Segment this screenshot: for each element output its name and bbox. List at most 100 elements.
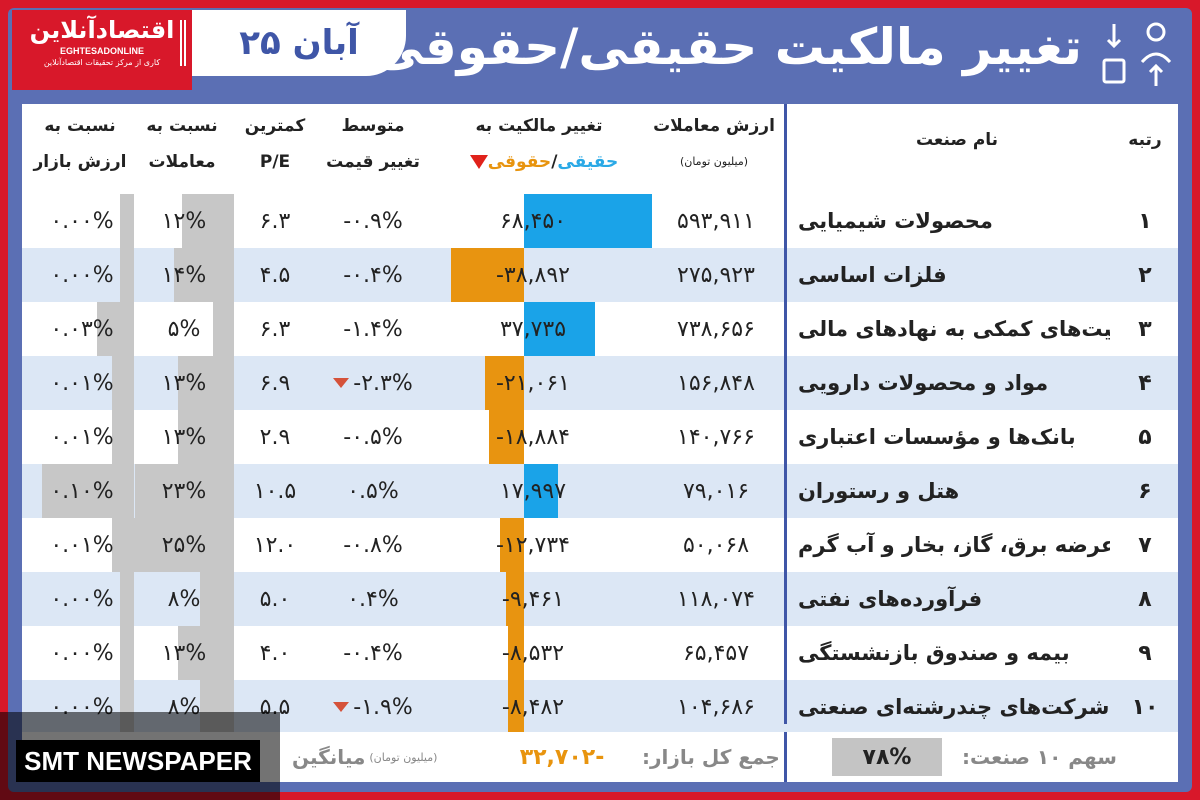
trade-ratio-bar — [135, 464, 234, 518]
industry-name-text: فعالیت‌های کمکی به نهادهای مالی — [798, 317, 1110, 341]
col-price-label: متوسط — [341, 116, 405, 136]
ownership-change-value: -۸,۵۳۲ — [438, 626, 628, 680]
ownership-change-value-text: -۲۱,۰۶۱ — [495, 370, 570, 396]
ownership-change-value: -۱۸,۸۸۴ — [438, 410, 628, 464]
rank-cell: ۱ — [1118, 194, 1172, 248]
ownership-change-value: ۶۸,۴۵۰ — [438, 194, 628, 248]
min-pe-text: ۴.۰ — [259, 640, 291, 666]
ownership-change-bar — [508, 680, 524, 734]
rank-cell-text: ۳ — [1138, 316, 1152, 342]
share-value: ۷۸% — [832, 738, 942, 776]
avg-price-change: ۰.۴% — [318, 572, 428, 626]
avg-price-change-text: -۰.۴% — [343, 640, 403, 666]
ownership-change-value-text: -۳۸,۸۹۲ — [495, 262, 570, 288]
logo: اقتصادآنلاین EGHTESADONLINE کاری از مرکز… — [12, 10, 192, 90]
min-pe-text: ۶.۹ — [259, 370, 291, 396]
table-header: رتبه نام صنعت ارزش معاملات (میلیون تومان… — [22, 104, 1178, 194]
ownership-change-bar — [484, 356, 524, 410]
trade-value-text: ۱۵۶,۸۴۸ — [677, 370, 755, 396]
trade-value-text: ۲۷۵,۹۲۳ — [677, 262, 755, 288]
trade-value: ۱۰۴,۶۸۶ — [652, 680, 780, 734]
trade-value: ۱۵۶,۸۴۸ — [652, 356, 780, 410]
min-pe: ۶.۳ — [232, 302, 318, 356]
col-market: نسبت به ارزش بازار — [28, 108, 132, 180]
share-label: سهم ۱۰ صنعت: — [962, 745, 1117, 769]
trade-ratio-bar — [126, 518, 234, 572]
market-ratio: ۰.۰۰% — [30, 248, 134, 302]
ownership-change-bar — [524, 194, 652, 248]
market-ratio-text: ۰.۰۰% — [50, 208, 114, 234]
avg-price-change-text: -۰.۴% — [343, 262, 403, 288]
table-row: ۶ هتل و رستوران ۷۹,۰۱۶ ۱۷,۹۹۷ ۰.۵% ۱۰.۵ ۲۳% ۰.۱… — [22, 464, 1178, 518]
avg-price-change-text: -۱.۴% — [343, 316, 403, 342]
trade-ratio-text: ۲۵% — [161, 532, 207, 558]
rank-cell: ۹ — [1118, 626, 1172, 680]
industry-name: هتل و رستوران — [798, 464, 1110, 518]
trade-ratio-text: ۱۴% — [161, 262, 207, 288]
market-ratio-text: ۰.۰۱% — [50, 370, 114, 396]
rank-cell: ۴ — [1118, 356, 1172, 410]
avg-price-change-text: -۲.۳% — [353, 370, 413, 396]
col-rank: رتبه — [1128, 130, 1162, 150]
market-ratio-bar — [120, 194, 134, 248]
rank-cell-text: ۵ — [1138, 424, 1152, 450]
ownership-change-value: ۱۷,۹۹۷ — [438, 464, 628, 518]
min-pe: ۴.۰ — [232, 626, 318, 680]
rank-cell-text: ۶ — [1138, 478, 1152, 504]
industry-name-text: مواد و محصولات دارویی — [798, 371, 1049, 395]
rank-cell-text: ۱ — [1138, 208, 1152, 234]
trade-ratio: ۲۳% — [134, 464, 234, 518]
market-ratio-text: ۰.۱۰% — [50, 478, 114, 504]
date-badge: ۲۵ آبان — [192, 10, 406, 76]
col-price-label2: تغییر قیمت — [326, 152, 420, 172]
ownership-change-value: ۳۷,۷۳۵ — [438, 302, 628, 356]
date-text: ۲۵ آبان — [239, 23, 359, 63]
trade-value-text: ۵۹۳,۹۱۱ — [677, 208, 755, 234]
rank-cell: ۵ — [1118, 410, 1172, 464]
avg-price-change: -۰.۸% — [318, 518, 428, 572]
avg-price-change-text: ۰.۵% — [347, 478, 399, 504]
trade-ratio-bar — [199, 572, 234, 626]
industry-name: بیمه و صندوق بازنشستگی — [798, 626, 1110, 680]
down-arrow-icon — [333, 702, 350, 712]
page-title: تغییر مالکیت حقیقی/حقوقی — [373, 18, 1082, 76]
ownership-change-bar — [451, 248, 524, 302]
trade-ratio-bar — [178, 626, 234, 680]
ownership-change-bar — [506, 572, 524, 626]
header: اقتصادآنلاین EGHTESADONLINE کاری از مرکز… — [8, 8, 1192, 104]
ownership-change-value-text: -۸,۵۳۲ — [501, 640, 565, 666]
col-trade: نسبت به معاملات — [132, 108, 232, 180]
trade-ratio: ۲۵% — [134, 518, 234, 572]
ownership-change-value-text: ۱۷,۹۹۷ — [499, 478, 567, 504]
avg-price-change-text: ۰.۴% — [347, 586, 399, 612]
market-ratio: ۰.۰۰% — [30, 572, 134, 626]
average-unit: (میلیون تومان) — [369, 750, 438, 764]
col-pe-label: کمترین — [244, 116, 306, 136]
industry-name: عرضه برق، گاز، بخار و آب گرم — [798, 518, 1110, 572]
col-market-label: نسبت به — [44, 116, 116, 136]
triangle-down-icon — [469, 155, 488, 169]
trade-value-text: ۱۴۰,۷۶۶ — [677, 424, 755, 450]
market-ratio-bar — [120, 572, 134, 626]
rank-cell: ۸ — [1118, 572, 1172, 626]
market-ratio: ۰.۰۱% — [30, 518, 134, 572]
industry-name: فلزات اساسی — [798, 248, 1110, 302]
rank-cell-text: ۲ — [1138, 262, 1152, 288]
infographic-frame: اقتصادآنلاین EGHTESADONLINE کاری از مرکز… — [8, 8, 1192, 792]
ownership-change-value-text: -۹,۴۶۱ — [501, 586, 565, 612]
industry-name-text: عرضه برق، گاز، بخار و آب گرم — [798, 533, 1110, 557]
logo-mark-icon — [180, 20, 186, 66]
trade-value-text: ۷۹,۰۱۶ — [682, 478, 750, 504]
market-total-value: -۳۲,۷۰۲ — [519, 744, 605, 770]
col-market-label2: ارزش بازار — [33, 152, 127, 172]
trade-value: ۱۱۸,۰۷۴ — [652, 572, 780, 626]
market-ratio: ۰.۰۱% — [30, 410, 134, 464]
min-pe: ۲.۹ — [232, 410, 318, 464]
ownership-change-bar — [488, 410, 524, 464]
ownership-change-value-text: -۱۲,۷۳۴ — [495, 532, 570, 558]
rank-cell: ۲ — [1118, 248, 1172, 302]
market-ratio-bar — [96, 302, 134, 356]
avg-price-change: -۲.۳% — [318, 356, 428, 410]
trade-ratio-bar — [182, 194, 234, 248]
trade-value-text: ۶۵,۴۵۷ — [682, 640, 750, 666]
